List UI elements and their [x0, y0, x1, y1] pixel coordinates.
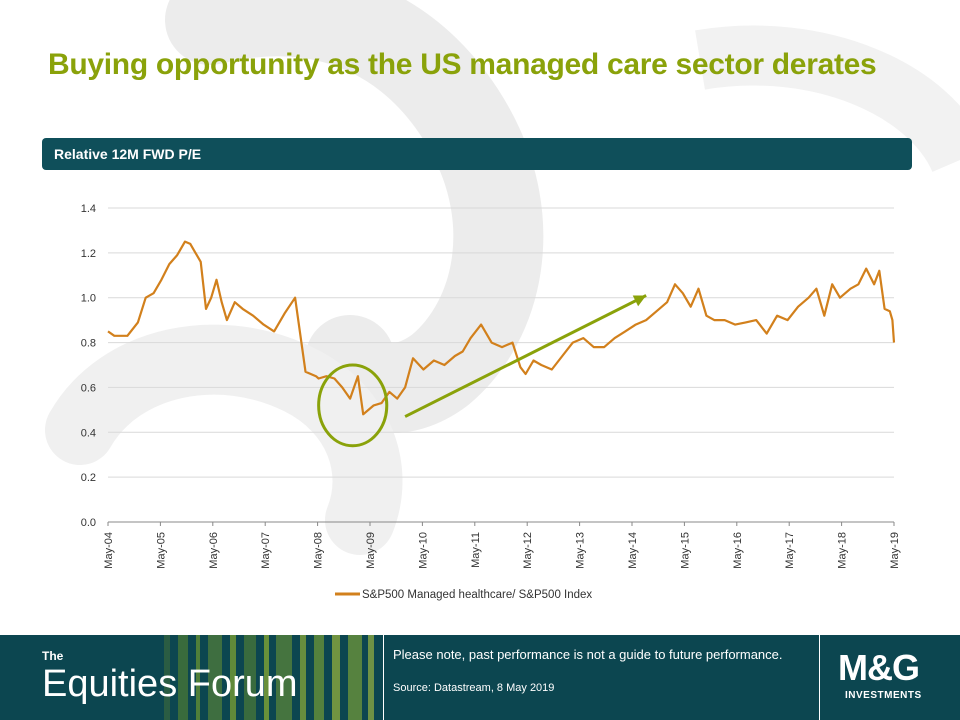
y-tick-label: 1.2 — [81, 248, 96, 260]
source-text: Source: Datastream, 8 May 2019 — [393, 682, 555, 694]
x-tick-label: May-14 — [627, 532, 639, 569]
x-tick-label: May-06 — [208, 532, 220, 569]
y-tick-label: 0.8 — [81, 338, 96, 350]
series-line — [107, 240, 896, 416]
x-tick-label: May-16 — [732, 532, 744, 569]
footer-divider-left — [383, 635, 384, 720]
y-tick-label: 0.4 — [81, 427, 96, 439]
mg-logo: M&G — [838, 647, 920, 688]
x-tick-label: May-11 — [470, 532, 482, 568]
x-tick-label: May-18 — [837, 532, 849, 569]
x-tick-label: May-13 — [575, 532, 587, 569]
mg-logo-subtitle: INVESTMENTS — [845, 690, 922, 701]
y-tick-label: 0.6 — [81, 382, 96, 394]
annotation-ellipse — [317, 363, 389, 448]
footer-stripes — [160, 635, 384, 720]
y-tick-label: 0.2 — [81, 472, 96, 484]
x-tick-label: May-17 — [784, 532, 796, 569]
x-tick-label: May-12 — [522, 532, 534, 569]
x-tick-label: May-19 — [889, 532, 901, 569]
brand-name: Equities Forum — [42, 663, 298, 705]
x-tick-label: May-08 — [313, 532, 325, 569]
line-chart: 0.0 0.2 0.4 0.6 0.8 1.0 1.2 1.4 May-04 May-05 May-… — [81, 203, 901, 601]
x-tick-label: May-07 — [260, 532, 272, 569]
x-tick-label: May-04 — [103, 532, 115, 569]
chart-header-label: Relative 12M FWD P/E — [54, 146, 202, 162]
x-tick-label: May-09 — [365, 532, 377, 569]
disclaimer-text: Please note, past performance is not a g… — [393, 647, 783, 662]
legend-label: S&P500 Managed healthcare/ S&P500 Index — [362, 589, 592, 601]
footer-divider-right — [819, 635, 820, 720]
footer-bar: The Equities Forum Please note, past per… — [0, 635, 960, 720]
y-tick-label: 0.0 — [81, 517, 96, 529]
chart-header-bar: Relative 12M FWD P/E — [42, 138, 912, 170]
annotation-arrowhead — [632, 295, 647, 307]
y-tick-label: 1.0 — [81, 293, 96, 305]
x-tick-label: May-10 — [417, 532, 429, 569]
x-tick-label: May-05 — [155, 532, 167, 569]
x-tick-label: May-15 — [679, 532, 691, 569]
slide-title: Buying opportunity as the US managed car… — [48, 48, 877, 81]
y-tick-label: 1.4 — [81, 203, 96, 215]
annotation-arrow — [404, 294, 647, 418]
brand-the: The — [42, 649, 64, 663]
